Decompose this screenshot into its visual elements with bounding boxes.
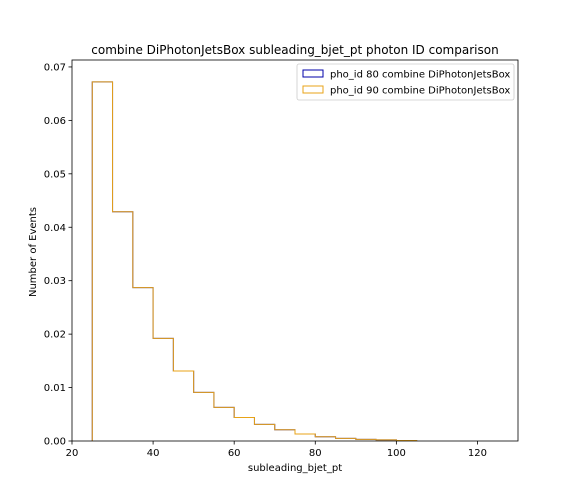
histogram-series-2 <box>91 81 418 441</box>
y-tick-label: 0.01 <box>44 383 66 394</box>
y-tick-label: 0.02 <box>44 330 66 341</box>
chart-title: combine DiPhotonJetsBox subleading_bjet_… <box>91 43 498 57</box>
y-tick-label: 0.06 <box>44 116 66 127</box>
legend-swatch <box>302 69 324 78</box>
y-axis-label: Number of Events <box>28 207 39 297</box>
x-tick-label: 40 <box>147 448 160 459</box>
legend-swatch <box>302 85 324 94</box>
y-tick-label: 0.03 <box>44 276 66 287</box>
x-tick-label: 100 <box>387 448 406 459</box>
plot-frame <box>71 59 519 442</box>
series-layer <box>91 81 418 441</box>
x-axis-ticks: 20 40 60 80 100 120 <box>66 441 487 459</box>
y-tick-label: 0.05 <box>44 169 66 180</box>
y-axis-ticks: 0.00 0.01 0.02 0.03 0.04 0.05 0.06 0.07 <box>44 62 72 448</box>
y-tick-label: 0.00 <box>44 437 66 448</box>
x-axis-label: subleading_bjet_pt <box>248 463 342 474</box>
legend-label: pho_id 90 combine DiPhotonJetsBox <box>330 86 510 97</box>
x-tick-label: 80 <box>309 448 322 459</box>
legend-box <box>296 63 515 101</box>
legend-label: pho_id 80 combine DiPhotonJetsBox <box>330 70 510 81</box>
x-tick-label: 120 <box>468 448 487 459</box>
legend: pho_id 80 combine DiPhotonJetsBox pho_id … <box>296 63 515 101</box>
x-tick-label: 20 <box>66 448 79 459</box>
y-tick-label: 0.07 <box>44 62 66 73</box>
x-tick-label: 60 <box>228 448 241 459</box>
y-tick-label: 0.04 <box>44 223 66 234</box>
